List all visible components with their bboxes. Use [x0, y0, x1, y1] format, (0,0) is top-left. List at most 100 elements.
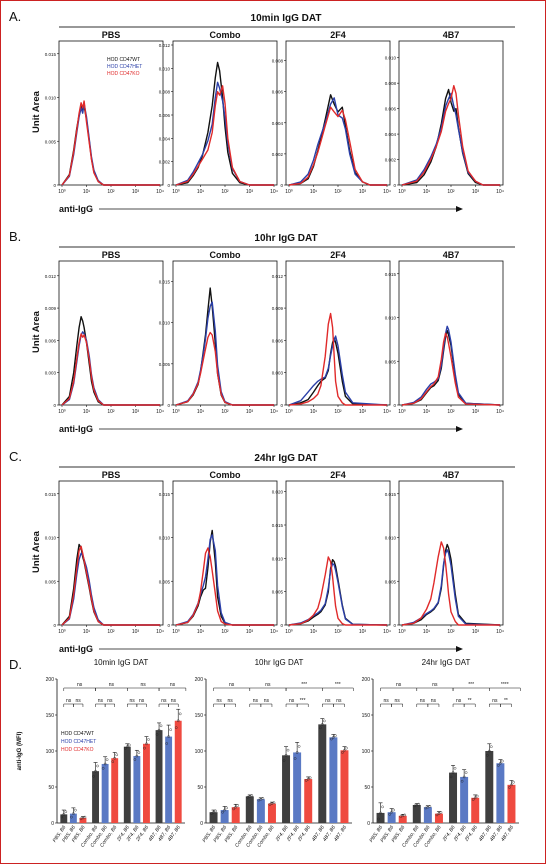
x-tick-label: 10⁴ [383, 629, 391, 635]
plot-frame [58, 480, 164, 626]
significance-bracket [380, 687, 418, 691]
data-point [453, 766, 457, 770]
data-point [125, 745, 129, 748]
bar [507, 784, 516, 823]
data-point [334, 734, 337, 737]
data-point [508, 786, 511, 789]
y-tick-label: 0.005 [385, 579, 397, 584]
data-point [286, 748, 290, 752]
x-axis-label: anti-IgG [59, 644, 93, 654]
y-tick-label: 0.010 [159, 536, 171, 541]
y-tick-label: 0 [393, 403, 396, 408]
histogram-panel: PBS 0 0.005 0.010 0.015 10⁰ 10¹ 10² 10³ 10⁴ [45, 470, 164, 635]
series-line-1 [175, 287, 274, 406]
data-point [282, 759, 286, 762]
x-tick-label: 10¹ [197, 189, 205, 195]
y-tick-label: 0.010 [45, 96, 57, 101]
y-tick-label: 0.010 [272, 556, 284, 561]
bar [282, 755, 291, 823]
bar [60, 814, 68, 823]
legend-entry: HOD CD47WT [107, 57, 140, 63]
series-line-3 [401, 541, 500, 626]
significance-label: ns [420, 698, 426, 704]
data-point [221, 810, 224, 814]
data-point [135, 754, 139, 758]
significance-bracket [500, 703, 512, 707]
data-point [485, 754, 489, 757]
data-point [103, 762, 107, 766]
significance-label: ns [289, 698, 295, 704]
y-tick-label: 0.006 [385, 107, 397, 112]
data-point [390, 810, 393, 814]
y-tick-label: 0.010 [159, 66, 171, 71]
significance-label: ns [253, 698, 259, 704]
significance-label: ns [492, 698, 498, 704]
x-tick-label: 10² [107, 629, 115, 635]
significance-label: ns [228, 698, 234, 704]
row-title: 10min IgG DAT [251, 13, 322, 24]
significance-bracket [489, 703, 501, 707]
data-point [306, 777, 310, 781]
x-tick-label: 10³ [359, 629, 367, 635]
plot-frame [285, 260, 391, 406]
data-point [74, 808, 77, 812]
data-point [464, 771, 468, 774]
data-point [473, 796, 477, 800]
y-tick-label: 0 [393, 623, 396, 628]
row-letter: A. [9, 9, 21, 24]
significance-bracket [322, 687, 354, 691]
x-tick-label: 10³ [472, 189, 480, 195]
x-tick-label: 10³ [246, 189, 254, 195]
significance-bracket [224, 703, 236, 707]
significance-label: ns [66, 698, 72, 704]
row-title: 10hr IgG DAT [254, 233, 317, 244]
y-tick-label: 0.006 [159, 113, 171, 118]
data-point [377, 817, 380, 821]
bar [449, 772, 458, 823]
y-tick-label: 0.015 [385, 492, 397, 497]
significance-bracket [168, 703, 179, 707]
significance-bracket [73, 703, 84, 707]
y-axis-label: anti-IgG (MFI) [17, 732, 23, 771]
data-point [250, 794, 254, 797]
series-line-1 [61, 543, 160, 626]
significance-label: ns [171, 698, 177, 704]
data-point [83, 815, 87, 819]
significance-label: *** [300, 698, 306, 704]
significance-bracket [95, 703, 106, 707]
y-tick-label: 50 [364, 785, 370, 791]
data-point [127, 743, 131, 747]
y-tick-label: 0.010 [45, 536, 57, 541]
panel-title: PBS [102, 30, 121, 40]
data-point [449, 775, 453, 779]
significance-label: ns [77, 682, 83, 688]
bar [209, 812, 218, 823]
y-tick-label: 150 [362, 713, 371, 719]
series-line-3 [401, 84, 500, 186]
x-tick-label: 10⁰ [398, 629, 406, 635]
series-line-3 [175, 547, 274, 626]
y-tick-label: 0.005 [159, 579, 171, 584]
significance-bracket [63, 687, 96, 691]
y-tick-label: 0.005 [45, 139, 57, 144]
data-point [225, 806, 228, 810]
data-point [72, 812, 75, 815]
significance-label: *** [468, 682, 474, 688]
x-tick-label: 10⁴ [383, 189, 391, 195]
significance-bracket [333, 703, 345, 707]
panel-title: 4B7 [443, 250, 460, 260]
significance-label: ns [76, 698, 82, 704]
data-point [297, 745, 301, 748]
significance-bracket [95, 687, 128, 691]
y-tick-label: 0.012 [159, 43, 171, 48]
bar [69, 813, 77, 823]
y-tick-label: 0.004 [272, 121, 284, 126]
legend-entry: HOD CD47KO [61, 747, 94, 753]
plot-frame [172, 480, 278, 626]
bar [143, 743, 150, 823]
data-point [70, 815, 73, 819]
x-tick-label: 10³ [359, 409, 367, 415]
bar [460, 776, 469, 823]
data-point [147, 738, 150, 741]
